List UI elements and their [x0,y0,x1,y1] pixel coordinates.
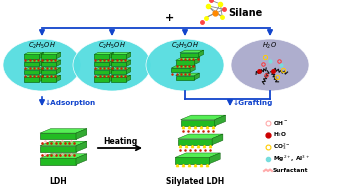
Polygon shape [180,53,199,57]
Polygon shape [176,58,199,60]
Polygon shape [76,141,87,152]
Polygon shape [176,60,194,65]
Polygon shape [215,115,226,126]
Polygon shape [111,75,131,77]
Polygon shape [194,58,199,65]
Polygon shape [199,50,204,57]
Polygon shape [94,77,109,82]
Text: Heating: Heating [103,136,137,146]
Polygon shape [40,146,76,152]
Ellipse shape [231,39,309,91]
Ellipse shape [146,39,224,91]
Text: CO$_3^{2-}$: CO$_3^{2-}$ [273,142,291,152]
Text: $C_2H_5OH$: $C_2H_5OH$ [171,41,199,51]
Text: Silane: Silane [228,8,262,18]
Ellipse shape [3,39,81,91]
Polygon shape [76,129,87,139]
Polygon shape [24,60,44,62]
Polygon shape [24,54,39,59]
Polygon shape [94,52,114,54]
Polygon shape [94,68,114,70]
Polygon shape [41,75,61,77]
Text: ↓Adsorption: ↓Adsorption [45,100,96,106]
Polygon shape [41,77,57,82]
Polygon shape [40,133,76,139]
Polygon shape [40,158,76,165]
Polygon shape [57,60,61,66]
Polygon shape [111,62,127,66]
Polygon shape [40,141,87,146]
Text: Silylated LDH: Silylated LDH [166,177,224,187]
Polygon shape [109,68,114,74]
Polygon shape [175,153,220,157]
Polygon shape [24,62,39,66]
Polygon shape [127,68,131,74]
Polygon shape [24,68,44,70]
Polygon shape [40,154,87,158]
Polygon shape [41,54,57,59]
Polygon shape [57,52,61,59]
Text: $C_2H_5OH$: $C_2H_5OH$ [98,41,126,51]
Polygon shape [41,62,57,66]
Polygon shape [41,52,61,54]
Polygon shape [212,134,223,145]
Polygon shape [111,70,127,74]
Polygon shape [178,139,212,145]
Polygon shape [41,60,61,62]
Polygon shape [57,68,61,74]
Polygon shape [39,68,44,74]
Polygon shape [24,75,44,77]
Text: H$_2$O: H$_2$O [273,131,287,139]
Text: Mg$^{2+}$, Al$^{3+}$: Mg$^{2+}$, Al$^{3+}$ [273,154,310,164]
Ellipse shape [73,39,151,91]
Polygon shape [39,52,44,59]
Polygon shape [109,60,114,66]
Polygon shape [111,68,131,70]
Polygon shape [94,54,109,59]
Polygon shape [24,52,44,54]
Polygon shape [109,75,114,82]
Polygon shape [41,68,61,70]
Polygon shape [127,75,131,82]
Polygon shape [127,52,131,59]
Polygon shape [180,50,204,53]
Polygon shape [57,75,61,82]
Polygon shape [94,62,109,66]
Polygon shape [94,60,114,62]
Polygon shape [181,120,215,126]
Text: $C_2H_5OH$: $C_2H_5OH$ [28,41,56,51]
Polygon shape [176,73,199,76]
Polygon shape [24,77,39,82]
Polygon shape [111,52,131,54]
Polygon shape [194,73,199,80]
Polygon shape [41,70,57,74]
Text: OH$^-$: OH$^-$ [273,119,289,127]
Text: LDH: LDH [49,177,67,187]
Polygon shape [209,153,220,164]
Polygon shape [178,134,223,139]
Polygon shape [172,68,190,72]
Text: $H_2O$: $H_2O$ [262,41,277,51]
Text: ↓Grafting: ↓Grafting [233,100,273,106]
Polygon shape [175,157,209,164]
Text: +: + [165,13,175,23]
Polygon shape [181,115,226,120]
Polygon shape [111,54,127,59]
Polygon shape [109,52,114,59]
Polygon shape [127,60,131,66]
Polygon shape [190,65,195,72]
Polygon shape [39,75,44,82]
Polygon shape [176,76,194,80]
Polygon shape [172,65,195,68]
Polygon shape [24,70,39,74]
Polygon shape [111,77,127,82]
Polygon shape [94,70,109,74]
Polygon shape [111,60,131,62]
Polygon shape [76,154,87,165]
Polygon shape [94,75,114,77]
Polygon shape [40,129,87,133]
Polygon shape [39,60,44,66]
Text: Surfactant: Surfactant [273,169,308,174]
